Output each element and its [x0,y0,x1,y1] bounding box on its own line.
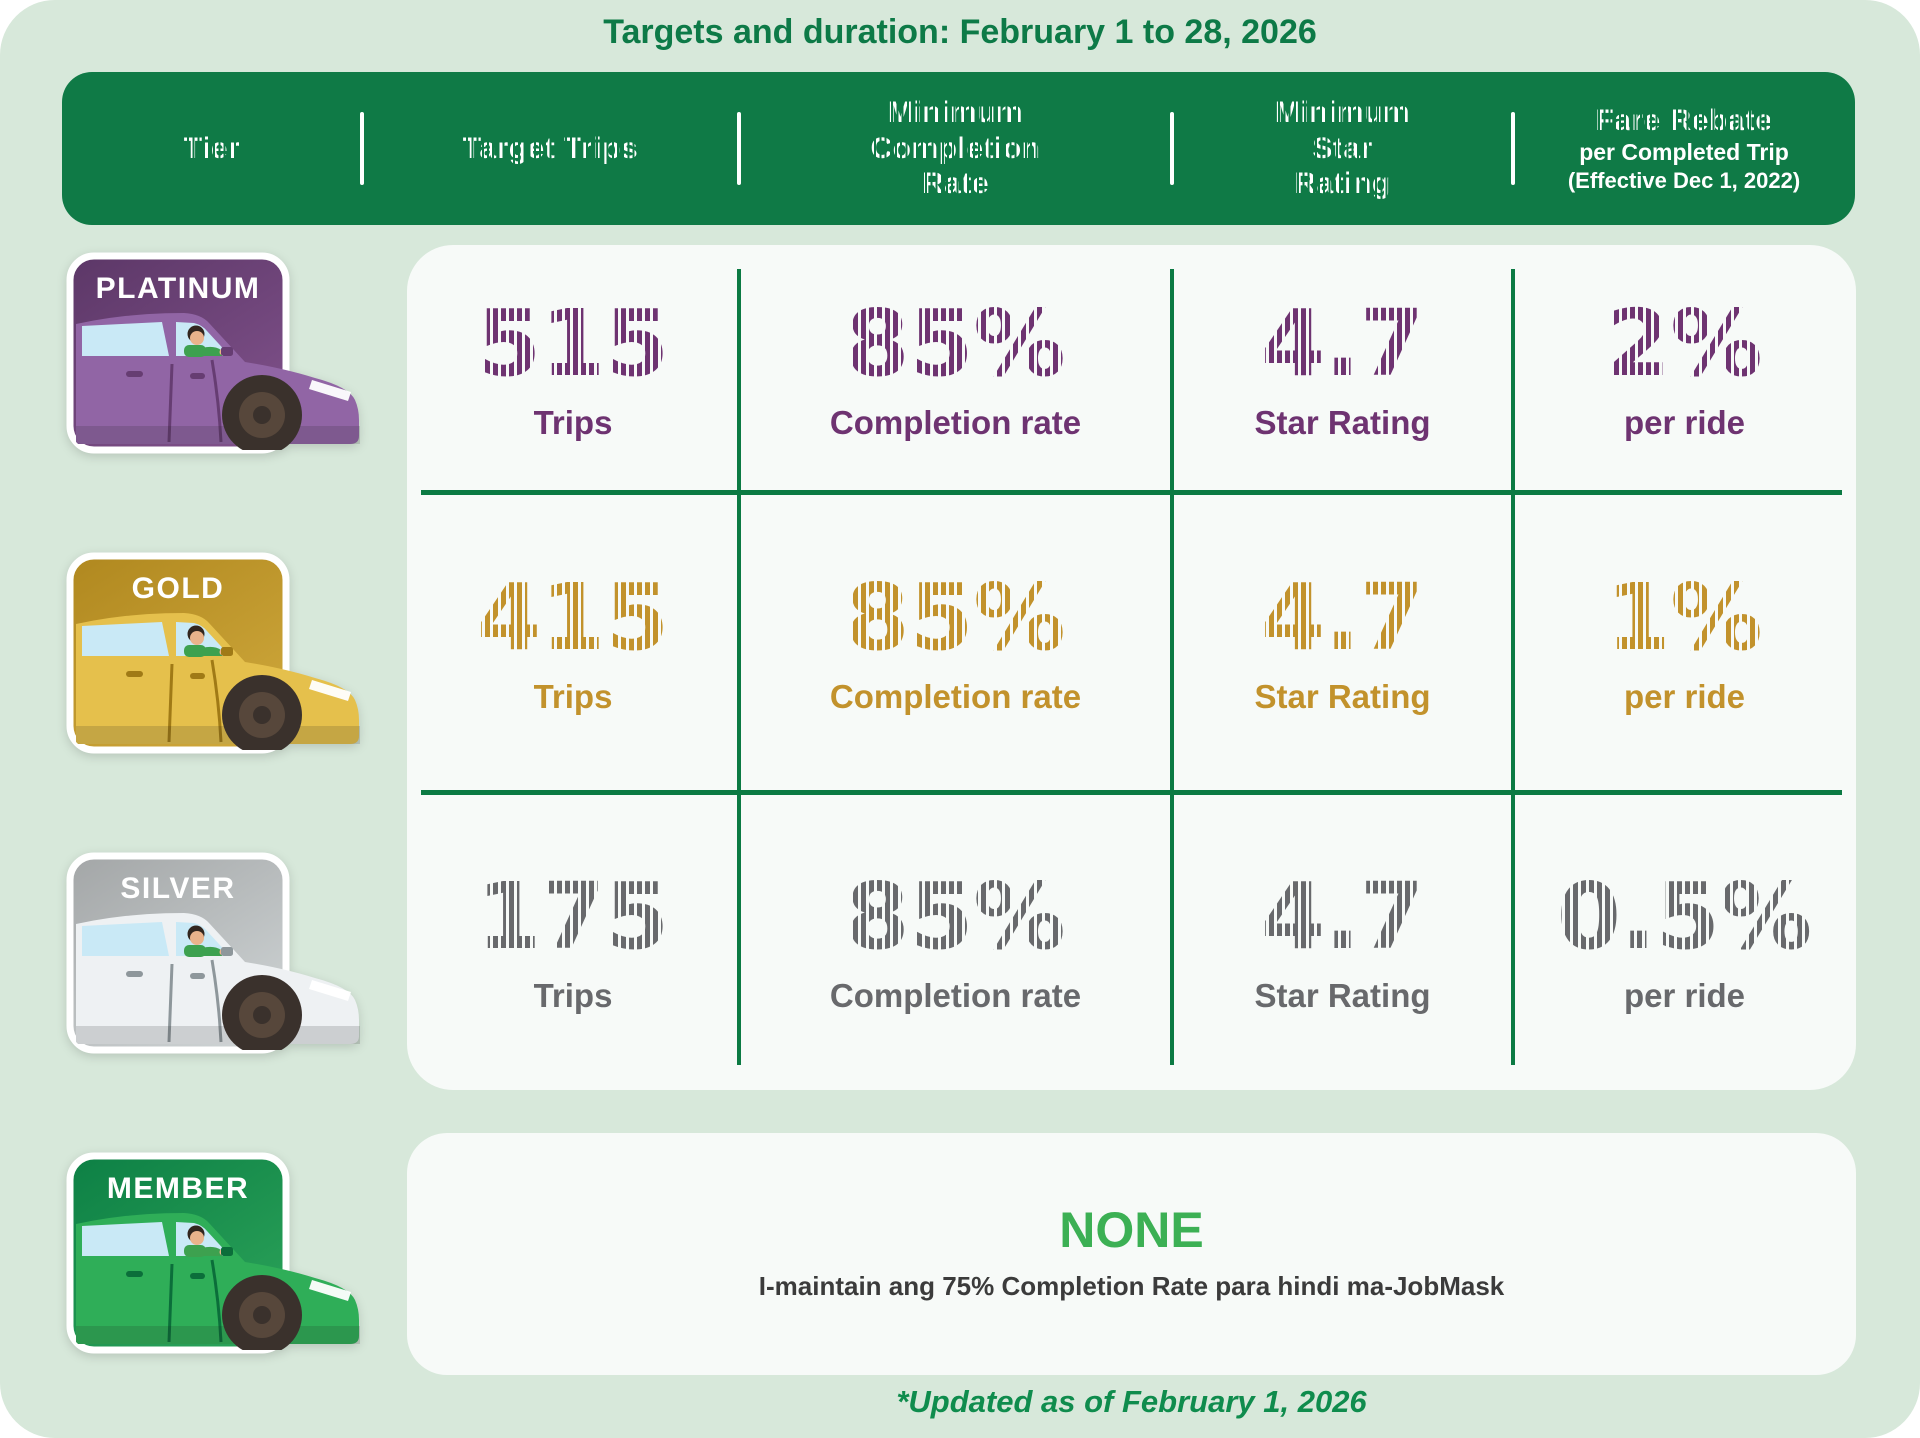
silver-row: 175 Trips 85% Completion rate 4.7 Star R… [407,245,1856,1090]
gold-car-icon [66,552,360,754]
updated-note: *Updated as of February 1, 2026 [896,1384,1367,1419]
platinum-row: 515 Trips 85% Completion rate 4.7 Star R… [407,245,1856,1090]
gold-rebate-label: per ride [1623,677,1746,715]
platinum-completion-label: Completion rate [829,404,1082,441]
member-badge: MEMBER [66,1152,366,1357]
table-header: Tier Target Trips Minimum Completion Rat… [62,72,1855,225]
platinum-car-icon [66,252,360,454]
row-divider [421,790,1842,795]
silver-star-label: Star Rating [1254,976,1431,1014]
platinum-trips-label: Trips [533,404,613,441]
column-divider [737,269,741,1065]
platinum-tier-label: PLATINUM [95,272,261,305]
header-divider [737,112,741,185]
gold-completion-label: Completion rate [829,677,1082,715]
platinum-rebate-cell: 2% per ride [1513,245,1856,492]
member-target-value: NONE [1059,1202,1204,1259]
silver-completion-cell: 85% Completion rate [739,792,1172,1090]
header-star-line3: Rating [1294,167,1391,201]
silver-star-value: 4.7 [1261,862,1424,970]
header-fare-rebate-title: Fare Rebate [1595,103,1773,137]
header-divider [1511,112,1515,185]
silver-completion-label: Completion rate [829,976,1082,1014]
gold-star-value: 4.7 [1261,563,1424,671]
page-title: Targets and duration: February 1 to 28, … [603,13,1317,51]
header-divider [360,112,364,185]
header-completion-line2: Completion [870,131,1041,165]
platinum-star-cell: 4.7 Star Rating [1172,245,1513,492]
gold-trips-cell: 415 Trips [407,492,739,792]
silver-tier-label: SILVER [120,872,236,905]
silver-car-icon [66,852,360,1054]
silver-rebate-value: 0.5% [1556,862,1813,970]
platinum-star-label: Star Rating [1254,404,1431,441]
gold-star-cell: 4.7 Star Rating [1172,492,1513,792]
header-star-line2: Star [1312,131,1373,165]
gold-trips-value: 415 [476,563,670,671]
gold-row: 415 Trips 85% Completion rate 4.7 Star R… [407,245,1856,1090]
gold-star-label: Star Rating [1254,677,1431,715]
platinum-rebate-label: per ride [1623,404,1746,441]
gold-trips-label: Trips [533,677,613,715]
member-note: I-maintain ang 75% Completion Rate para … [758,1271,1505,1302]
column-divider [1511,269,1515,1065]
member-tier-label: MEMBER [106,1172,250,1205]
header-completion-line3: Rate [921,167,990,201]
silver-star-cell: 4.7 Star Rating [1172,792,1513,1090]
header-target-trips-label: Target Trips [462,131,639,165]
header-fare-rebate: Fare Rebate per Completed Trip (Effectiv… [1513,72,1855,225]
silver-trips-value: 175 [476,862,670,970]
header-completion-rate: Minimum Completion Rate [739,72,1172,225]
gold-badge: GOLD [66,552,366,757]
gold-completion-cell: 85% Completion rate [739,492,1172,792]
row-divider [421,490,1842,495]
silver-rebate-label: per ride [1623,976,1746,1014]
header-tier: Tier [62,72,362,225]
platinum-trips-cell: 515 Trips [407,245,739,492]
header-fare-rebate-effective-date: (Effective Dec 1, 2022) [1567,167,1801,193]
header-target-trips: Target Trips [362,72,739,225]
member-car-icon [66,1152,360,1354]
platinum-rebate-value: 2% [1606,290,1763,397]
member-row-panel: NONE I-maintain ang 75% Completion Rate … [407,1133,1856,1375]
header-star-rating: Minimum Star Rating [1172,72,1513,225]
silver-badge: SILVER [66,852,366,1057]
gold-rebate-cell: 1% per ride [1513,492,1856,792]
header-fare-rebate-sub: per Completed Trip [1579,139,1789,166]
header-star-line1: Minimum [1274,96,1411,130]
platinum-completion-value: 85% [845,290,1066,397]
platinum-completion-cell: 85% Completion rate [739,245,1172,492]
gold-tier-label: GOLD [131,572,225,605]
platinum-star-value: 4.7 [1261,290,1424,397]
header-completion-line1: Minimum [887,96,1024,130]
silver-rebate-cell: 0.5% per ride [1513,792,1856,1090]
gold-rebate-value: 1% [1606,563,1763,671]
header-tier-label: Tier [183,131,241,165]
platinum-trips-value: 515 [476,290,670,397]
column-divider [1170,269,1174,1065]
silver-trips-cell: 175 Trips [407,792,739,1090]
header-divider [1170,112,1174,185]
tier-values-table: 515 Trips 85% Completion rate 4.7 Star R… [407,245,1856,1090]
silver-trips-label: Trips [533,976,613,1014]
platinum-badge: PLATINUM [66,252,366,457]
gold-completion-value: 85% [845,563,1066,671]
silver-completion-value: 85% [845,862,1066,970]
